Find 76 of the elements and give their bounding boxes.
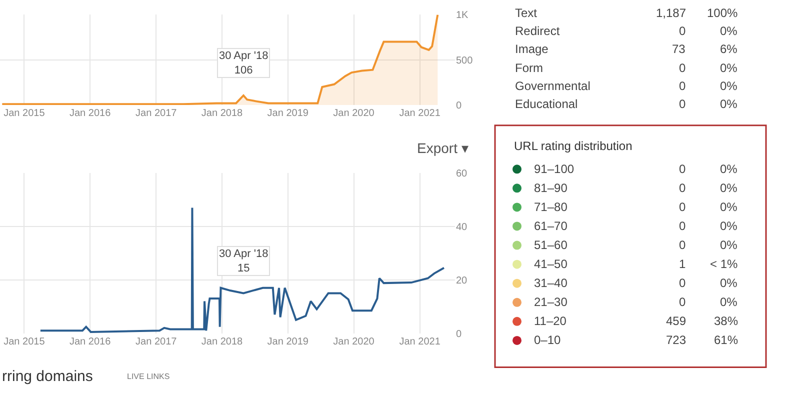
- text: 38%: [714, 314, 738, 328]
- data-label: 0: [679, 162, 686, 176]
- x-tick-label: Jan 2016: [69, 108, 112, 120]
- text: 61%: [714, 333, 738, 347]
- category-label: 71–80: [534, 200, 568, 214]
- data-label: 1,187: [656, 6, 686, 20]
- data-label: 1: [679, 257, 686, 271]
- x-tick-label: Jan 2021: [399, 336, 441, 348]
- text: LIVE LINKS: [127, 372, 170, 381]
- text: 0%: [720, 162, 738, 176]
- text: 0%: [720, 61, 738, 75]
- category-label: 91–100: [534, 162, 574, 176]
- category-label: Redirect: [515, 24, 560, 38]
- text: rring domains: [2, 368, 93, 385]
- line-series: [39, 206, 445, 333]
- category-label: Text: [515, 6, 538, 20]
- data-label: 0: [679, 200, 686, 214]
- text: < 1%: [710, 257, 738, 271]
- category-label: 51–60: [534, 238, 568, 252]
- annotation: 30 Apr '18 106: [219, 50, 268, 76]
- data-label: 0: [679, 97, 686, 111]
- data-label: 0: [679, 181, 686, 195]
- category-label: 11–20: [534, 314, 567, 328]
- x-tick-label: Jan 2015: [4, 336, 46, 348]
- data-label: 0: [679, 238, 686, 252]
- data-label: 73: [672, 42, 686, 56]
- category-label: 31–40: [534, 276, 568, 290]
- data-label: 0: [679, 219, 686, 233]
- text: Export ▾: [417, 140, 468, 156]
- category-label: 61–70: [534, 219, 568, 233]
- y-tick-label: 0: [456, 328, 462, 340]
- x-tick-label: Jan 2016: [69, 336, 112, 348]
- data-label: 0: [679, 79, 686, 93]
- category-label: 0–10: [534, 333, 562, 347]
- text: 0%: [720, 276, 738, 290]
- x-tick-label: Jan 2020: [333, 108, 375, 120]
- text: 0%: [720, 238, 738, 252]
- data-label: 0: [679, 61, 686, 75]
- data-label: 723: [666, 333, 686, 347]
- text: 0%: [720, 97, 738, 111]
- x-tick-label: Jan 2020: [333, 336, 375, 348]
- text: 0%: [720, 181, 738, 195]
- annotation: 30 Apr '18 15: [219, 248, 268, 274]
- x-tick-label: Jan 2018: [201, 336, 244, 348]
- x-tick-label: Jan 2018: [201, 108, 244, 120]
- y-tick-label: 60: [456, 168, 468, 180]
- category-label: Form: [515, 61, 543, 75]
- text: URL rating distribution: [514, 139, 632, 153]
- category-label: Image: [515, 42, 549, 56]
- data-label: 0: [679, 276, 686, 290]
- text: 6%: [720, 42, 738, 56]
- x-tick-label: Jan 2015: [4, 108, 46, 120]
- category-label: 81–90: [534, 181, 568, 195]
- text: 0%: [720, 24, 738, 38]
- x-tick-label: Jan 2017: [136, 336, 178, 348]
- text: 100%: [707, 6, 738, 20]
- data-label: 459: [666, 314, 686, 328]
- data-label: 0: [679, 24, 686, 38]
- y-tick-label: 40: [456, 222, 468, 233]
- y-tick-label: 0: [456, 100, 462, 112]
- category-label: Governmental: [515, 79, 590, 93]
- x-tick-label: Jan 2019: [267, 108, 309, 120]
- x-tick-label: Jan 2017: [136, 108, 178, 120]
- y-tick-label: 1K: [456, 10, 469, 22]
- category-label: Educational: [515, 97, 578, 111]
- text: 0%: [720, 295, 738, 309]
- x-tick-label: Jan 2021: [399, 108, 441, 120]
- text: 0%: [720, 219, 738, 233]
- text: 0%: [720, 79, 738, 93]
- data-label: 0: [679, 295, 686, 309]
- y-tick-label: 500: [456, 55, 474, 66]
- category-label: 21–30: [534, 295, 568, 309]
- x-tick-label: Jan 2019: [267, 336, 309, 348]
- category-label: 41–50: [534, 257, 568, 271]
- text: 0%: [720, 200, 738, 214]
- y-tick-label: 20: [456, 275, 468, 286]
